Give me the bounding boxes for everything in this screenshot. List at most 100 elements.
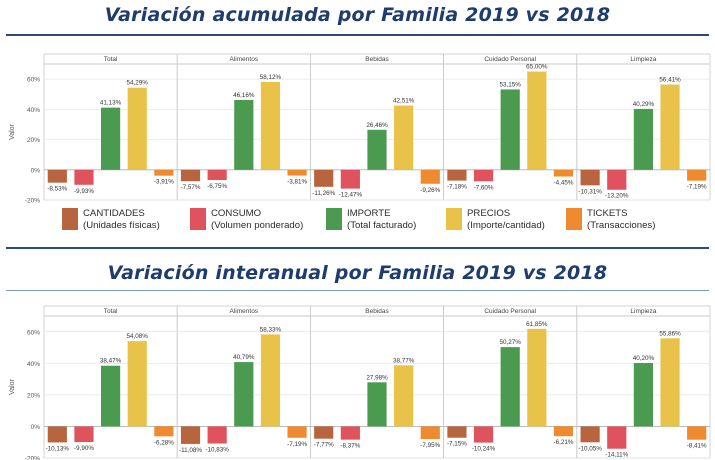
- bar-precios: [527, 71, 547, 170]
- data-label: -10,31%: [578, 188, 602, 195]
- bar-consumo: [340, 169, 360, 189]
- chart-interanual: Valor 60% 40% 20% 0% -20% Total -10,13% -9,90% 38…: [9, 305, 711, 460]
- data-label: -9,26%: [420, 187, 440, 194]
- y-tick-label: -20%: [25, 198, 40, 205]
- panel-title: Bebidas: [365, 56, 389, 63]
- data-label: -10,24%: [472, 446, 496, 453]
- data-label: 42,51%: [393, 98, 415, 105]
- legend-swatch: [446, 208, 462, 230]
- bar-consumo: [207, 169, 227, 180]
- bar-cantidades: [447, 426, 467, 438]
- bar-cantidades: [314, 426, 334, 439]
- panel-title: Total: [104, 56, 118, 63]
- legend-label: TICKETS: [587, 208, 628, 219]
- title-rule-top: [6, 34, 709, 36]
- bar-cantidades: [180, 169, 201, 182]
- bar-consumo: [473, 426, 494, 443]
- bar-cantidades: [314, 169, 334, 187]
- bar-cantidades: [580, 426, 600, 443]
- panel-title: Total: [104, 308, 118, 315]
- data-label: 38,47%: [100, 358, 122, 365]
- bar-cantidades: [180, 426, 201, 444]
- legend-swatch: [326, 208, 342, 230]
- bar-consumo: [607, 169, 627, 190]
- legend-swatch: [566, 208, 582, 230]
- y-tick-label: 20%: [27, 392, 40, 399]
- y-tick-label: 0%: [31, 424, 41, 431]
- legend-item-precios: PRECIOS (Importe/cantidad): [446, 208, 545, 232]
- bar-tickets: [287, 169, 307, 176]
- legend-label: CONSUMO: [211, 208, 262, 219]
- legend: CANTIDADES (Unidades físicas) CONSUMO (Volu…: [0, 208, 715, 238]
- data-label: -4,45%: [554, 180, 574, 187]
- bar-importe: [234, 362, 254, 427]
- data-label: -10,05%: [578, 445, 602, 452]
- legend-label: PRECIOS: [467, 208, 511, 219]
- y-axis-label: Valor: [9, 378, 16, 394]
- data-label: -8,41%: [687, 443, 707, 450]
- data-label: 40,29%: [633, 101, 655, 108]
- bar-tickets: [420, 169, 440, 184]
- section-divider: [6, 247, 709, 249]
- bar-importe: [234, 100, 254, 170]
- legend-sublabel: (Transacciones): [587, 220, 656, 231]
- legend-sublabel: (Volumen ponderado): [211, 220, 304, 231]
- y-tick-label: 0%: [31, 167, 41, 174]
- bar-cantidades: [447, 169, 467, 181]
- data-label: -9,93%: [74, 188, 94, 195]
- bar-precios: [260, 334, 281, 427]
- data-label: -11,08%: [179, 447, 202, 454]
- bar-precios: [660, 338, 680, 427]
- bar-precios: [394, 105, 414, 170]
- data-label: -6,28%: [154, 439, 174, 446]
- chart-title-acumulada: Variación acumulada por Familia 2019 vs …: [104, 4, 611, 26]
- data-label: -6,21%: [554, 439, 574, 446]
- data-label: 54,29%: [127, 80, 149, 87]
- data-label: 41,13%: [100, 100, 122, 107]
- data-label: -7,15%: [447, 441, 467, 448]
- y-tick-label: 40%: [27, 361, 40, 368]
- bar-consumo: [74, 169, 94, 185]
- panel-title: Limpieza: [630, 56, 656, 63]
- legend-swatch: [62, 208, 78, 230]
- data-label: 26,46%: [366, 122, 388, 129]
- data-label: 58,33%: [260, 326, 282, 333]
- bar-precios: [260, 81, 281, 170]
- data-label: 61,85%: [526, 321, 548, 328]
- y-tick-label: 40%: [27, 107, 40, 114]
- bar-precios: [394, 365, 414, 427]
- data-label: 40,79%: [233, 354, 255, 361]
- bar-consumo: [74, 426, 94, 443]
- data-label: -13,20%: [605, 193, 629, 200]
- panel-title: Bebidas: [365, 308, 389, 315]
- legend-swatch: [190, 208, 206, 230]
- data-label: 53,15%: [500, 81, 522, 88]
- data-label: 27,98%: [366, 374, 388, 381]
- legend-text: CANTIDADES (Unidades físicas): [83, 208, 160, 232]
- data-label: -6,75%: [207, 183, 227, 190]
- y-tick-label: 20%: [27, 137, 40, 144]
- data-label: -3,81%: [287, 179, 307, 186]
- panel-title: Cuidado Personal: [484, 56, 536, 63]
- legend-item-cantidades: CANTIDADES (Unidades físicas): [62, 208, 160, 232]
- panel-title: Alimentos: [230, 56, 259, 63]
- data-label: 65,00%: [526, 64, 548, 71]
- bar-cantidades: [47, 426, 67, 443]
- bar-consumo: [207, 426, 227, 444]
- bar-cantidades: [47, 169, 67, 183]
- bar-tickets: [553, 169, 574, 177]
- data-label: -14,11%: [605, 452, 628, 459]
- bar-consumo: [607, 426, 627, 449]
- bar-tickets: [553, 426, 574, 437]
- y-axis-label: Valor: [9, 123, 16, 139]
- bar-consumo: [473, 169, 494, 182]
- legend-text: IMPORTE (Total facturado): [347, 208, 416, 232]
- bar-precios: [527, 328, 547, 427]
- legend-text: CONSUMO (Volumen ponderado): [211, 208, 303, 232]
- data-label: -7,95%: [420, 442, 440, 449]
- data-label: 40,20%: [633, 355, 655, 362]
- legend-text: TICKETS (Transacciones): [587, 208, 655, 232]
- chart-acumulada: Valor 60% 40% 20% 0% -20% Total -8,53% -9,93% 41,…: [9, 53, 711, 205]
- bar-tickets: [687, 426, 707, 440]
- data-label: -11,26%: [312, 190, 335, 197]
